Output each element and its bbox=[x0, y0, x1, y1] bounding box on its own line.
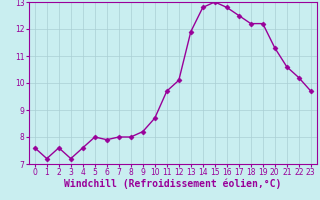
X-axis label: Windchill (Refroidissement éolien,°C): Windchill (Refroidissement éolien,°C) bbox=[64, 179, 282, 189]
